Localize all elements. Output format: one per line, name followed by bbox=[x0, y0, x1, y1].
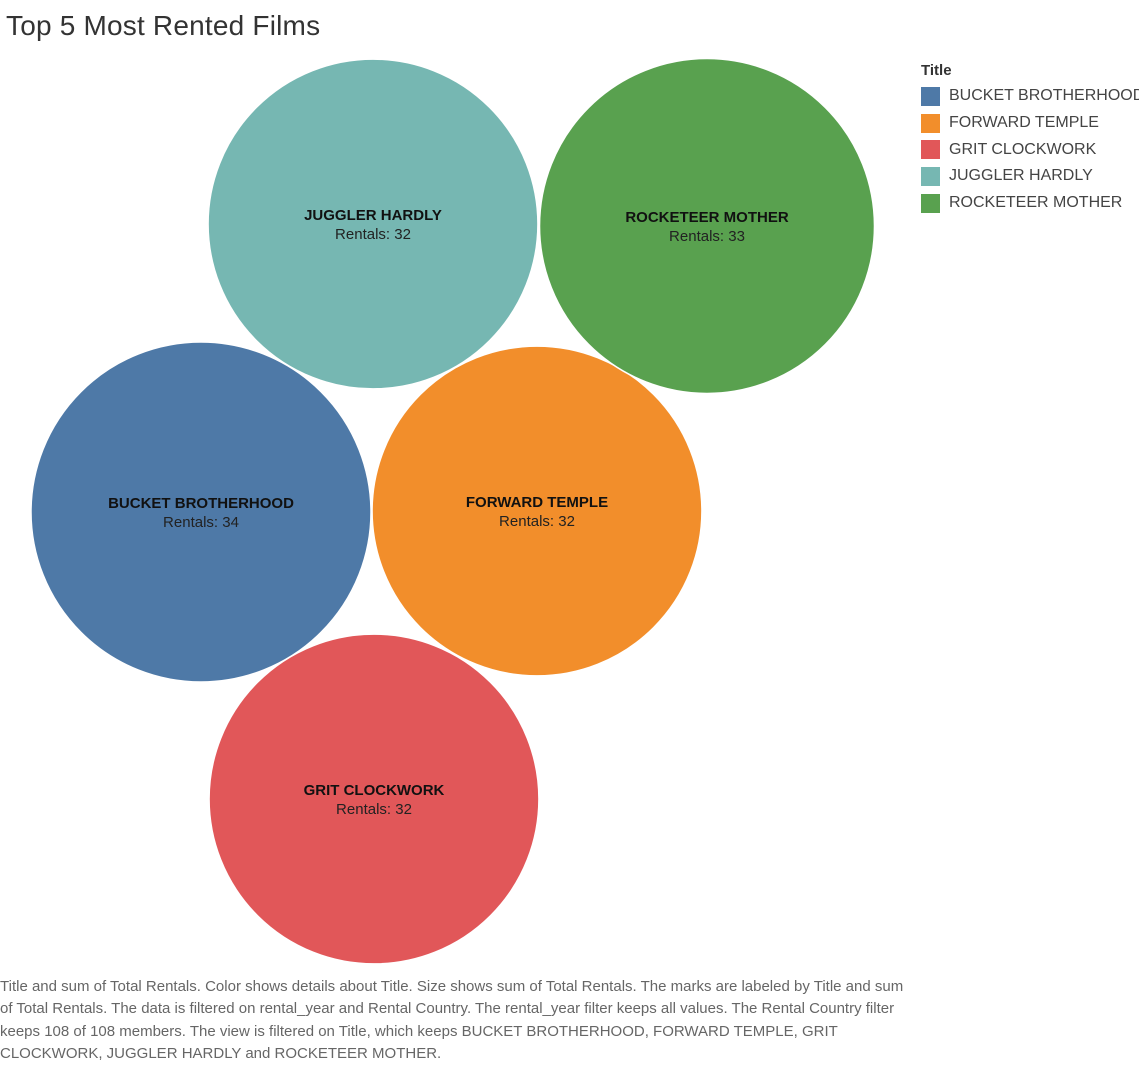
legend-label: BUCKET BROTHERHOOD bbox=[949, 87, 1139, 105]
bubble-label-title: FORWARD TEMPLE bbox=[466, 494, 608, 511]
bubble-label-value: Rentals: 33 bbox=[669, 228, 745, 245]
legend-item[interactable]: JUGGLER HARDLY bbox=[921, 163, 1136, 190]
legend-swatch bbox=[921, 86, 940, 106]
legend-label: FORWARD TEMPLE bbox=[949, 114, 1099, 132]
bubble-label-title: GRIT CLOCKWORK bbox=[304, 782, 445, 799]
legend-swatch bbox=[921, 193, 940, 213]
bubble-label-value: Rentals: 34 bbox=[163, 514, 239, 531]
legend-swatch bbox=[921, 113, 940, 133]
bubble-circle[interactable] bbox=[208, 633, 540, 965]
bubble-mark[interactable]: GRIT CLOCKWORK Rentals: 32 bbox=[208, 633, 540, 965]
legend-title: Title bbox=[921, 62, 952, 79]
legend-label: ROCKETEER MOTHER bbox=[949, 194, 1123, 212]
legend-label: JUGGLER HARDLY bbox=[949, 167, 1093, 185]
legend-item[interactable]: FORWARD TEMPLE bbox=[921, 110, 1136, 137]
legend-swatch bbox=[921, 166, 940, 186]
bubble-mark[interactable]: BUCKET BROTHERHOOD Rentals: 34 bbox=[30, 341, 372, 683]
bubble-mark[interactable]: FORWARD TEMPLE Rentals: 32 bbox=[371, 345, 703, 677]
bubble-circle[interactable] bbox=[30, 341, 372, 683]
bubble-label-title: ROCKETEER MOTHER bbox=[625, 209, 789, 226]
legend-items: BUCKET BROTHERHOOD FORWARD TEMPLE GRIT CLO… bbox=[921, 83, 1139, 217]
chart-title: Top 5 Most Rented Films bbox=[6, 10, 321, 41]
bubble-circle[interactable] bbox=[371, 345, 703, 677]
bubble-chart: BUCKET BROTHERHOOD Rentals: 34 FORWARD TEM… bbox=[30, 57, 876, 965]
legend-item[interactable]: ROCKETEER MOTHER bbox=[921, 190, 1136, 217]
legend-item[interactable]: BUCKET BROTHERHOOD bbox=[921, 83, 1139, 110]
bubble-label-title: JUGGLER HARDLY bbox=[304, 207, 442, 224]
bubble-circle[interactable] bbox=[207, 58, 539, 390]
legend-label: GRIT CLOCKWORK bbox=[949, 140, 1097, 158]
bubble-label-value: Rentals: 32 bbox=[335, 226, 411, 243]
bubble-label-value: Rentals: 32 bbox=[336, 801, 412, 818]
bubble-circle[interactable] bbox=[538, 57, 876, 395]
legend-swatch bbox=[921, 140, 940, 160]
legend-item[interactable]: GRIT CLOCKWORK bbox=[921, 136, 1136, 163]
bubble-label-title: BUCKET BROTHERHOOD bbox=[108, 495, 294, 512]
bubble-mark[interactable]: ROCKETEER MOTHER Rentals: 33 bbox=[538, 57, 876, 395]
bubble-label-value: Rentals: 32 bbox=[499, 513, 575, 530]
chart-caption: Title and sum of Total Rentals. Color sh… bbox=[0, 978, 904, 1063]
bubble-mark[interactable]: JUGGLER HARDLY Rentals: 32 bbox=[207, 58, 539, 390]
legend: Title BUCKET BROTHERHOOD FORWARD TEMPLE GR… bbox=[921, 62, 1139, 217]
